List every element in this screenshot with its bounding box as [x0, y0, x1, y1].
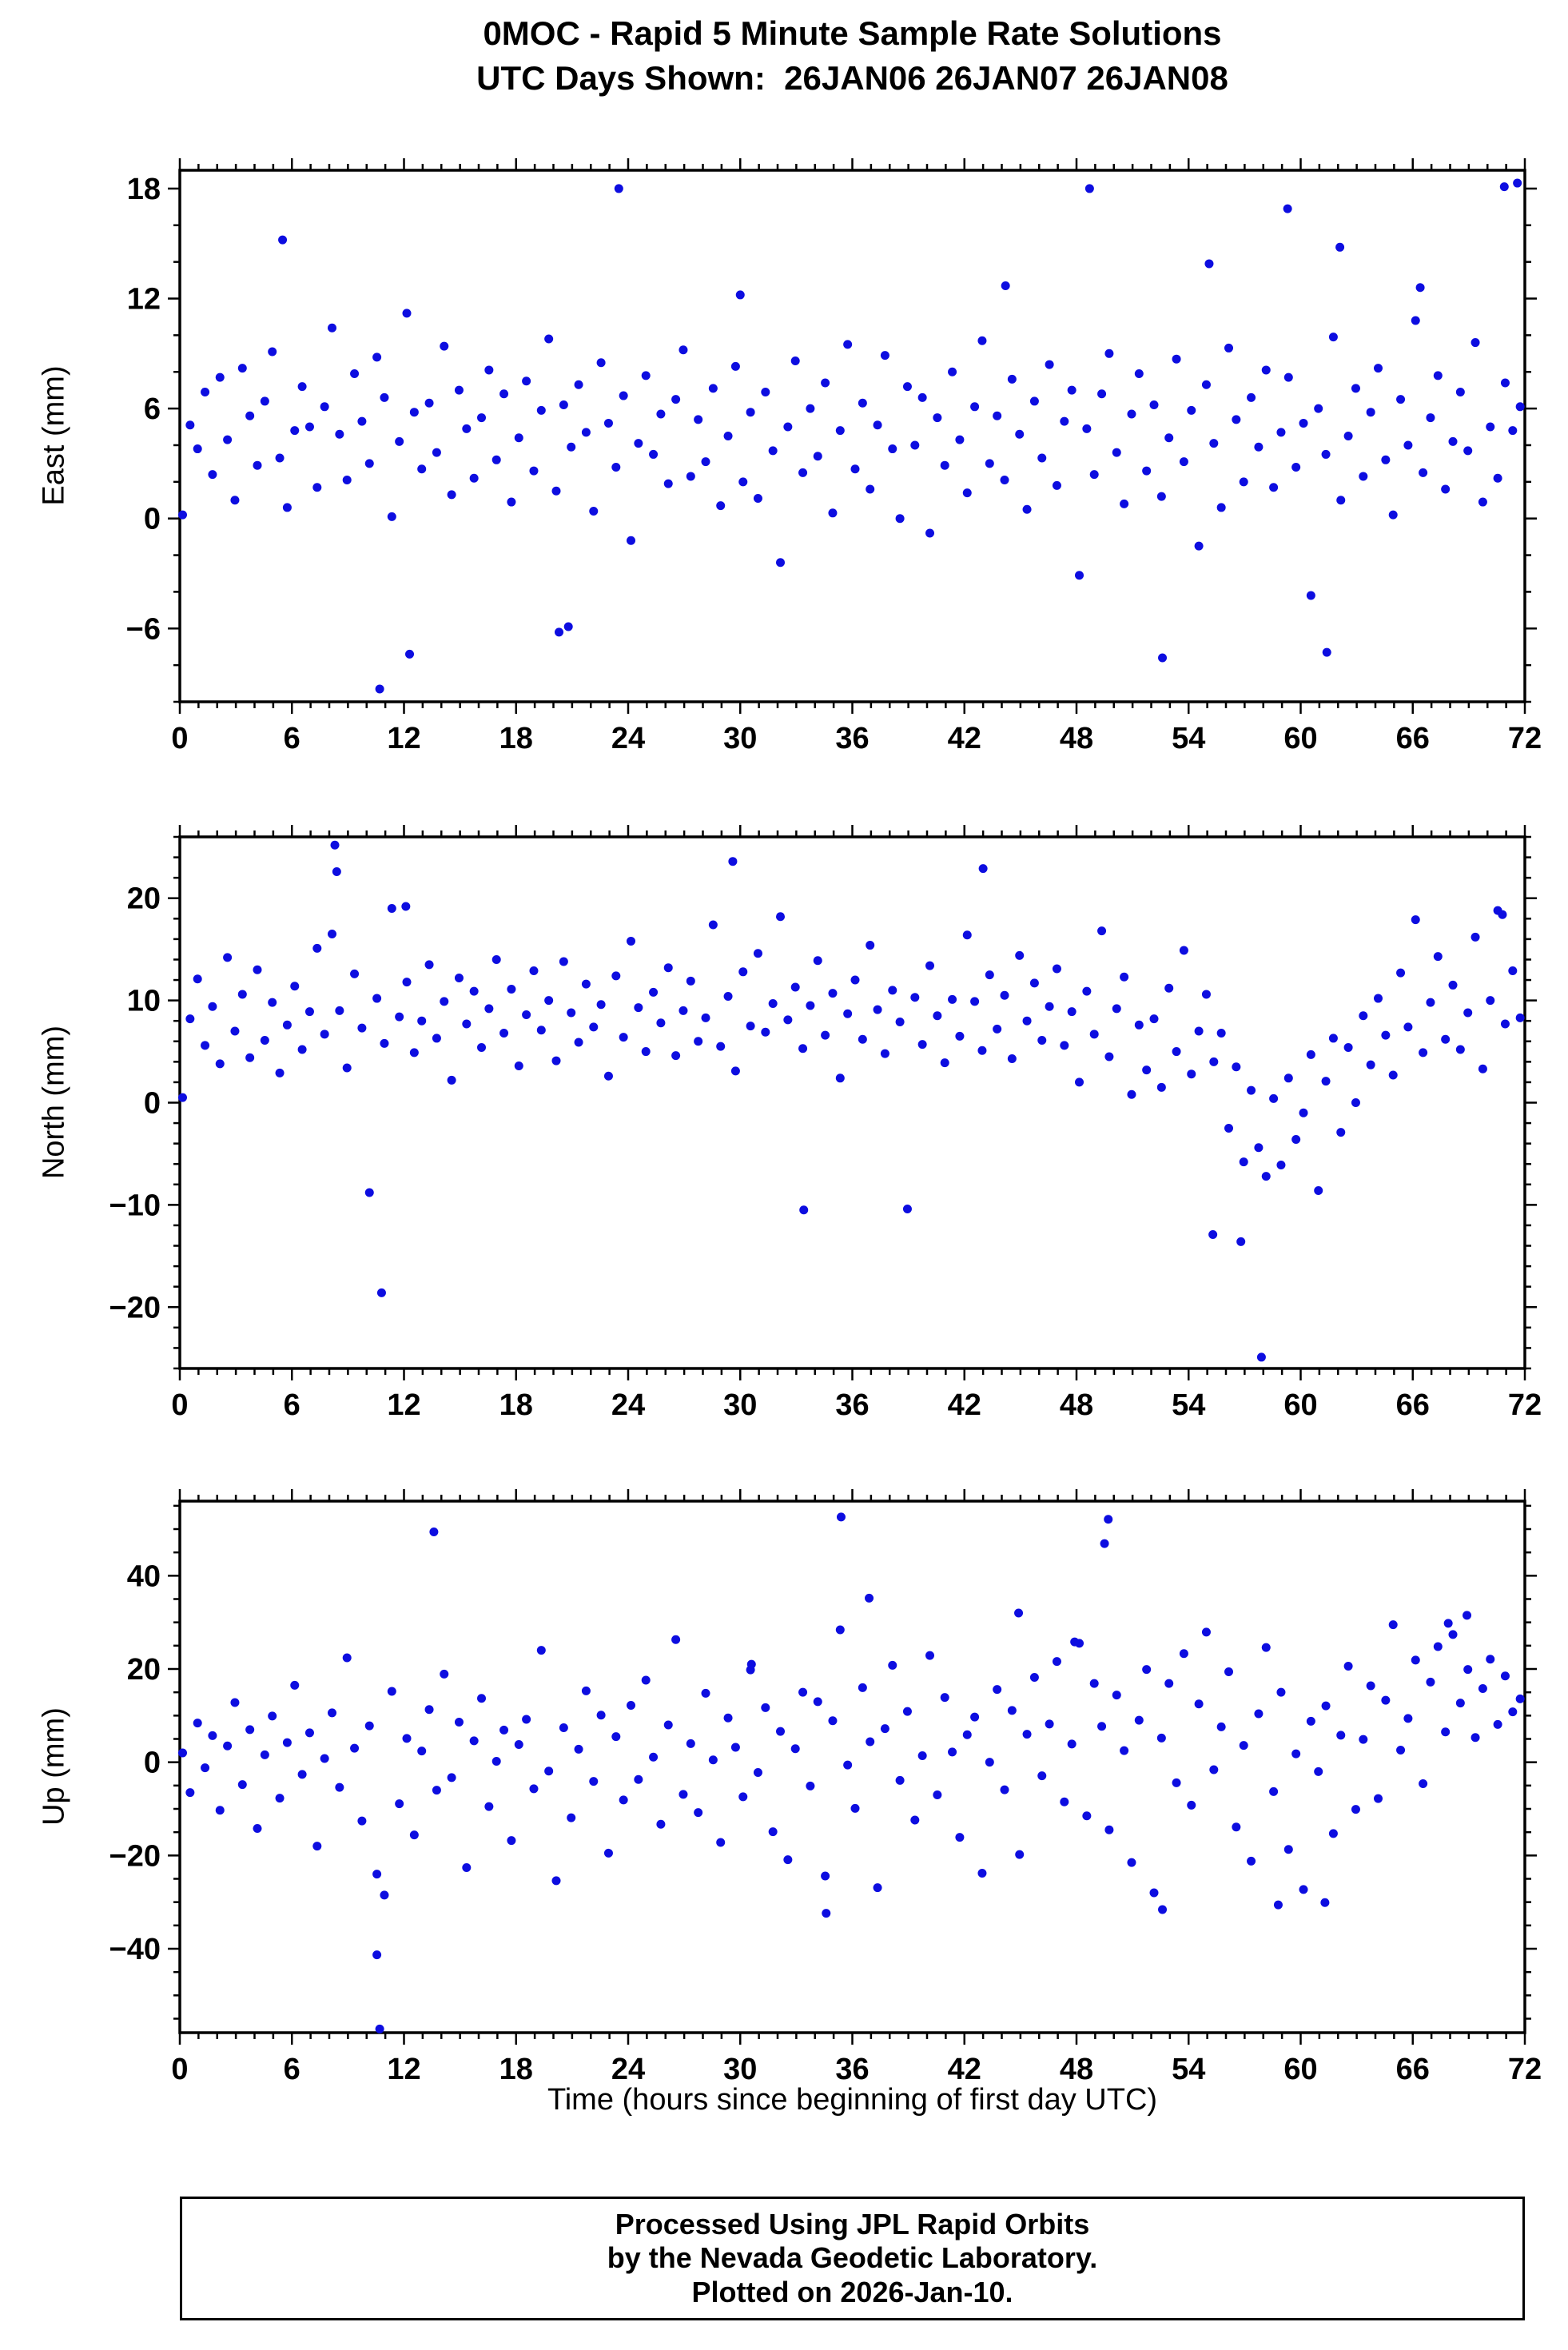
svg-text:66: 66	[1396, 2053, 1430, 2086]
svg-text:24: 24	[611, 722, 645, 755]
svg-text:54: 54	[1172, 722, 1205, 755]
svg-text:54: 54	[1172, 1388, 1205, 1422]
svg-text:0: 0	[144, 1747, 161, 1780]
svg-text:6: 6	[284, 722, 300, 755]
svg-text:12: 12	[387, 722, 420, 755]
svg-text:6: 6	[284, 2053, 300, 2086]
north-axis-label: North (mm)	[37, 1025, 71, 1180]
svg-text:18: 18	[499, 1388, 533, 1422]
svg-text:48: 48	[1060, 1388, 1093, 1422]
up-scatter-panel: 0 6 12 18 24 30 36 42 48 54 60 66 72 −40 −20 0 20 40	[109, 1489, 1542, 2086]
svg-text:0: 0	[171, 1388, 188, 1422]
svg-text:6: 6	[284, 1388, 300, 1422]
svg-text:60: 60	[1283, 1388, 1317, 1422]
footer-line3: Plotted on 2026-Jan-10.	[691, 2275, 1013, 2308]
svg-text:72: 72	[1508, 2053, 1542, 2086]
svg-text:48: 48	[1060, 2053, 1093, 2086]
svg-text:54: 54	[1172, 2053, 1205, 2086]
up-axis-label: Up (mm)	[37, 1707, 71, 1826]
svg-text:−20: −20	[109, 1839, 161, 1873]
chart-title-line1: 0MOC - Rapid 5 Minute Sample Rate Soluti…	[483, 14, 1222, 52]
svg-text:−20: −20	[109, 1291, 161, 1324]
svg-text:18: 18	[127, 173, 161, 206]
svg-text:12: 12	[387, 1388, 420, 1422]
svg-text:12: 12	[127, 283, 161, 317]
svg-text:0: 0	[144, 503, 161, 536]
svg-text:30: 30	[723, 2053, 757, 2086]
east-axis-label: East (mm)	[37, 365, 71, 506]
svg-text:20: 20	[127, 1653, 161, 1687]
svg-text:36: 36	[835, 1388, 869, 1422]
svg-text:48: 48	[1060, 722, 1093, 755]
svg-text:30: 30	[723, 1388, 757, 1422]
svg-text:20: 20	[127, 882, 161, 916]
svg-text:10: 10	[127, 985, 161, 1018]
svg-text:12: 12	[387, 2053, 420, 2086]
svg-text:−6: −6	[126, 612, 161, 646]
svg-text:0: 0	[171, 2053, 188, 2086]
footer-box: Processed Using JPL Rapid Orbits by the …	[180, 2197, 1525, 2320]
svg-text:36: 36	[835, 722, 869, 755]
svg-text:18: 18	[499, 722, 533, 755]
svg-text:30: 30	[723, 722, 757, 755]
svg-text:66: 66	[1396, 1388, 1430, 1422]
east-scatter-panel: 0 6 12 18 24 30 36 42 48 54 60 66 72 −6 0 6 12 18	[126, 158, 1542, 755]
svg-text:72: 72	[1508, 1388, 1542, 1422]
svg-text:18: 18	[499, 2053, 533, 2086]
x-axis-label: Time (hours since beginning of first day…	[547, 2083, 1158, 2117]
svg-text:42: 42	[948, 2053, 981, 2086]
svg-text:66: 66	[1396, 722, 1430, 755]
svg-text:42: 42	[948, 1388, 981, 1422]
svg-text:0: 0	[171, 722, 188, 755]
svg-text:42: 42	[948, 722, 981, 755]
svg-text:24: 24	[611, 2053, 645, 2086]
footer-line1: Processed Using JPL Rapid Orbits	[615, 2207, 1090, 2240]
chart-title-line2: UTC Days Shown: 26JAN06 26JAN07 26JAN08	[476, 59, 1228, 97]
svg-text:24: 24	[611, 1388, 645, 1422]
north-scatter-panel: 0 6 12 18 24 30 36 42 48 54 60 66 72 −20 −10 0 10 20	[109, 825, 1542, 1422]
svg-text:40: 40	[127, 1559, 161, 1593]
svg-text:−40: −40	[109, 1933, 161, 1966]
svg-text:36: 36	[835, 2053, 869, 2086]
svg-text:−10: −10	[109, 1189, 161, 1222]
svg-text:60: 60	[1283, 2053, 1317, 2086]
svg-text:6: 6	[144, 392, 161, 426]
footer-line2: by the Nevada Geodetic Laboratory.	[607, 2241, 1098, 2275]
svg-text:60: 60	[1283, 722, 1317, 755]
svg-text:0: 0	[144, 1087, 161, 1121]
svg-text:72: 72	[1508, 722, 1542, 755]
